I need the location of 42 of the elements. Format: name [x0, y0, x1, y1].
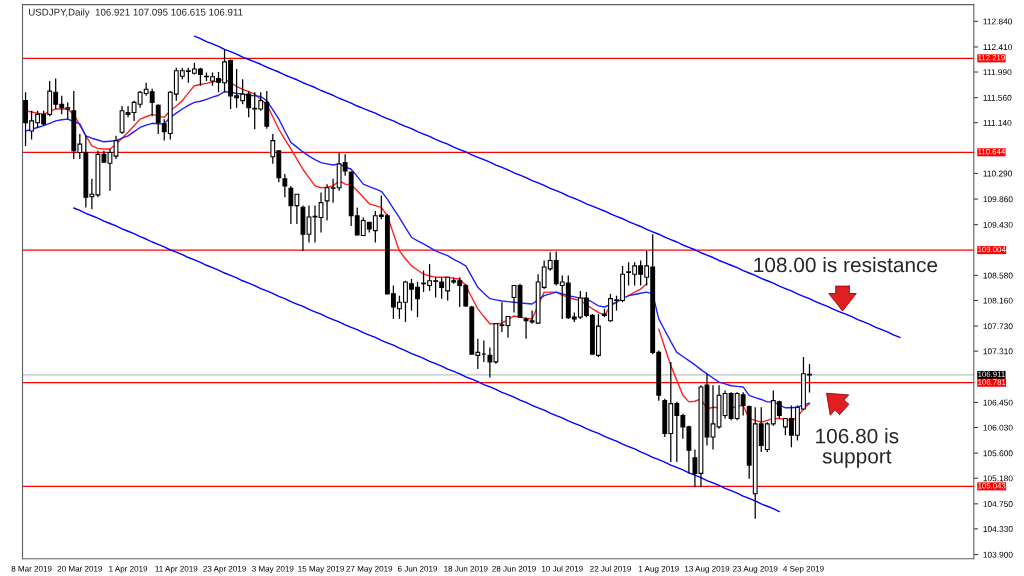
- y-tick-label: 112.410: [983, 44, 1013, 51]
- y-tick-label: 109.860: [983, 196, 1013, 203]
- x-tick-label: 27 May 2019: [346, 565, 393, 574]
- y-tick-label: 105.180: [983, 475, 1013, 482]
- candlestick: [155, 103, 161, 135]
- x-tick-label: 28 Jun 2019: [492, 565, 536, 572]
- annotation: 106.80 is support: [816, 428, 899, 468]
- candlestick: [481, 339, 487, 363]
- y-tick-label: 108.580: [983, 272, 1013, 279]
- y-tick-label: 105.600: [983, 450, 1013, 457]
- x-tick-label: 4 Sep 2019: [783, 565, 824, 574]
- x-tick-label: 8 Mar 2019: [11, 565, 52, 572]
- x-tick-label: 11 Apr 2019: [155, 565, 198, 574]
- x-tick-label: 15 May 2019: [298, 565, 344, 574]
- y-tick-label: 106.450: [983, 399, 1013, 406]
- x-tick-label: 1 Apr 2019: [109, 565, 148, 574]
- y-tick-label: 108.160: [983, 297, 1013, 304]
- x-tick-label: 1 Aug 2019: [638, 565, 679, 574]
- y-tick-label: 106.030: [983, 424, 1013, 431]
- candlestick: [282, 173, 288, 198]
- x-tick-label: 20 Mar 2019: [57, 565, 103, 572]
- x-tick-label: 23 Aug 2019: [733, 565, 778, 574]
- x-tick-label: 10 Jul 2019: [542, 565, 583, 572]
- y-tick-label: 107.310: [983, 348, 1013, 355]
- y-tick-label: 110.290: [983, 170, 1013, 177]
- y-tick-label: 112.840: [983, 18, 1013, 25]
- x-tick-label: 13 Aug 2019: [684, 565, 730, 574]
- y-tick-label: 111.560: [983, 94, 1012, 101]
- y-tick-label: 104.330: [983, 526, 1013, 532]
- x-tick-label: 22 Jul 2019: [590, 565, 631, 572]
- x-tick-label: 18 Jun 2019: [444, 565, 488, 572]
- x-tick-label: 3 May 2019: [252, 565, 294, 574]
- y-tick-label: 109.430: [983, 221, 1013, 228]
- y-tick-label: 107.730: [983, 323, 1013, 330]
- y-tick-label: 111.140: [983, 119, 1012, 126]
- y-tick-label: 104.750: [983, 501, 1013, 507]
- x-tick-label: 23 Apr 2019: [203, 565, 246, 574]
- chart-title: USDJPY,Daily 106.921 107.095 106.615 106.911: [28, 8, 243, 18]
- annotation: 108.00 is resistance: [754, 256, 938, 273]
- y-tick-label: 103.900: [983, 551, 1013, 558]
- y-tick-label: 111.990: [983, 69, 1012, 76]
- x-tick-label: 6 Jun 2019: [398, 565, 438, 572]
